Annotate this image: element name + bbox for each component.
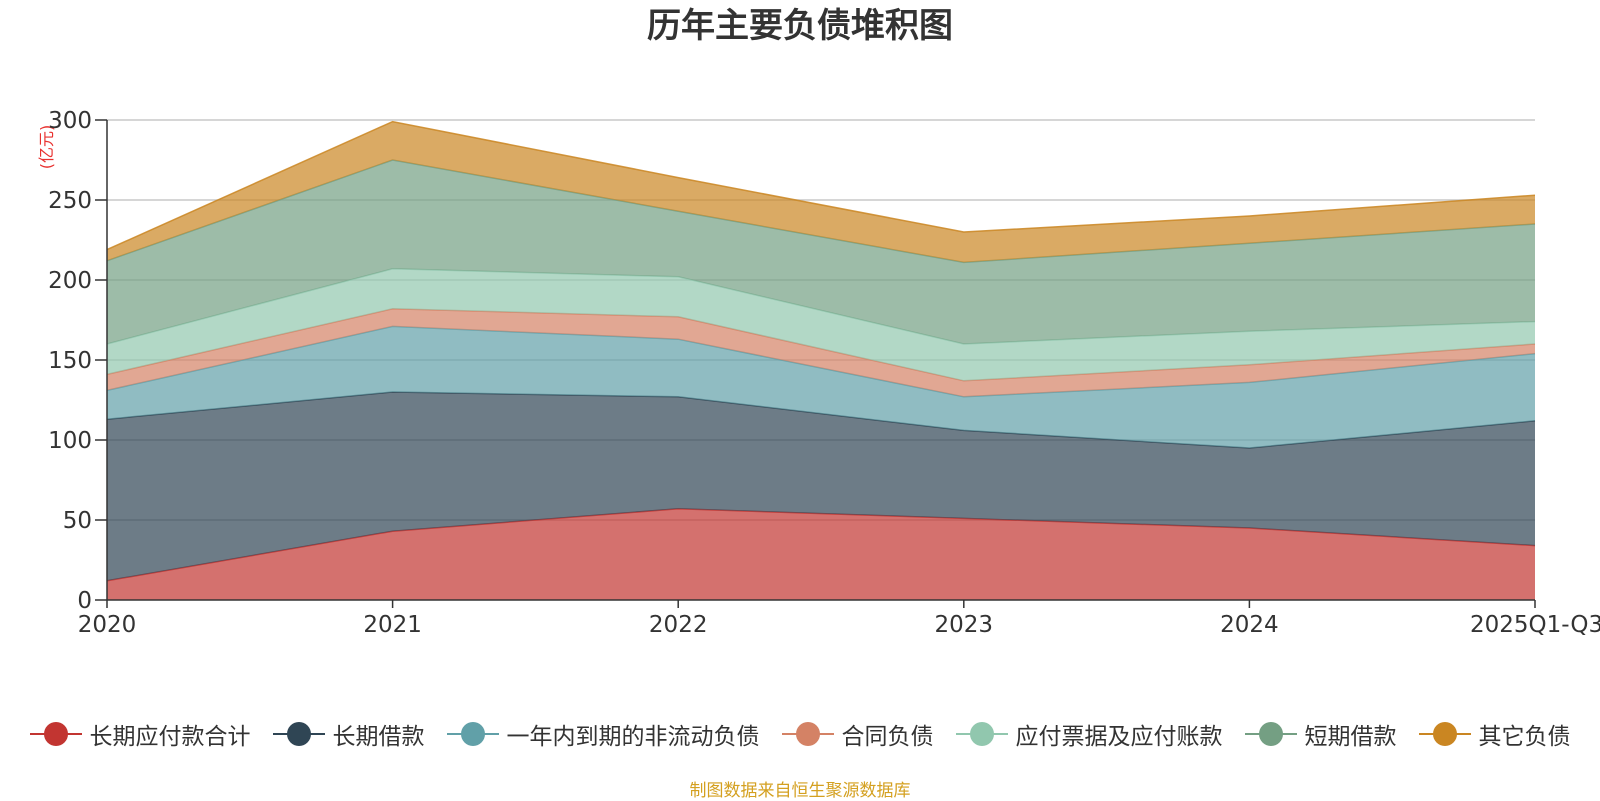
legend-marker-icon (955, 719, 1008, 749)
legend-label: 合同负债 (841, 724, 934, 750)
legend-item-3[interactable]: 合同负债 (781, 717, 934, 751)
area-series-1[interactable] (107, 392, 1535, 581)
x-tick-label: 2021 (363, 612, 422, 638)
legend-marker-icon (446, 719, 499, 749)
legend-item-6[interactable]: 其它负债 (1418, 717, 1571, 751)
area-series-4[interactable] (107, 268, 1535, 381)
x-tick-label: 2023 (935, 612, 994, 638)
x-tick-label: 2024 (1220, 612, 1279, 638)
y-tick-label: 250 (48, 188, 92, 214)
area-series-group (106, 120, 1536, 600)
legend-item-5[interactable]: 短期借款 (1244, 717, 1397, 751)
legend-marker-icon (29, 719, 82, 749)
legend-marker-icon (272, 719, 325, 749)
legend-item-4[interactable]: 应付票据及应付账款 (955, 717, 1223, 751)
y-tick-label: 50 (63, 508, 92, 534)
legend-label: 应付票据及应付账款 (1015, 724, 1223, 750)
legend-marker-icon (1244, 719, 1297, 749)
legend-label: 一年内到期的非流动负债 (506, 724, 760, 750)
legend-item-2[interactable]: 一年内到期的非流动负债 (446, 717, 760, 751)
source-note: 制图数据来自恒生聚源数据库 (689, 781, 911, 801)
legend-marker-icon (781, 719, 834, 749)
legend-item-0[interactable]: 长期应付款合计 (29, 717, 251, 751)
legend: 长期应付款合计 长期借款 一年内到期的非流动负债 合同负债 应付票据及应付账款 短期借款 其… (0, 714, 1600, 754)
legend-item-1[interactable]: 长期借款 (272, 717, 425, 751)
area-series-3[interactable] (107, 308, 1535, 397)
legend-label: 其它负债 (1478, 724, 1571, 750)
legend-label: 短期借款 (1304, 724, 1397, 750)
x-tick-label: 2025Q1-Q3 (1470, 612, 1600, 638)
x-tick-label: 2020 (78, 612, 137, 638)
y-tick-label: 150 (48, 348, 92, 374)
area-series-5[interactable] (107, 160, 1535, 344)
legend-label: 长期借款 (332, 724, 425, 750)
y-tick-label: 0 (77, 588, 92, 614)
chart-title: 历年主要负债堆积图 (647, 6, 953, 46)
x-tick-label: 2022 (649, 612, 708, 638)
area-series-0[interactable] (107, 508, 1535, 600)
area-series-2[interactable] (107, 326, 1535, 448)
y-tick-label: 300 (48, 108, 92, 134)
axes: 0 50 100 150 200 250 300 2020 2021 2022 2023 2024 20… (48, 108, 1600, 638)
series-line-6 (106, 120, 1536, 251)
series-line-5 (106, 159, 1536, 264)
legend-label: 长期应付款合计 (89, 724, 251, 750)
legend-marker-icon (1418, 719, 1471, 749)
y-tick-label: 100 (48, 428, 92, 454)
area-series-6[interactable] (107, 121, 1535, 263)
y-tick-label: 200 (48, 268, 92, 294)
